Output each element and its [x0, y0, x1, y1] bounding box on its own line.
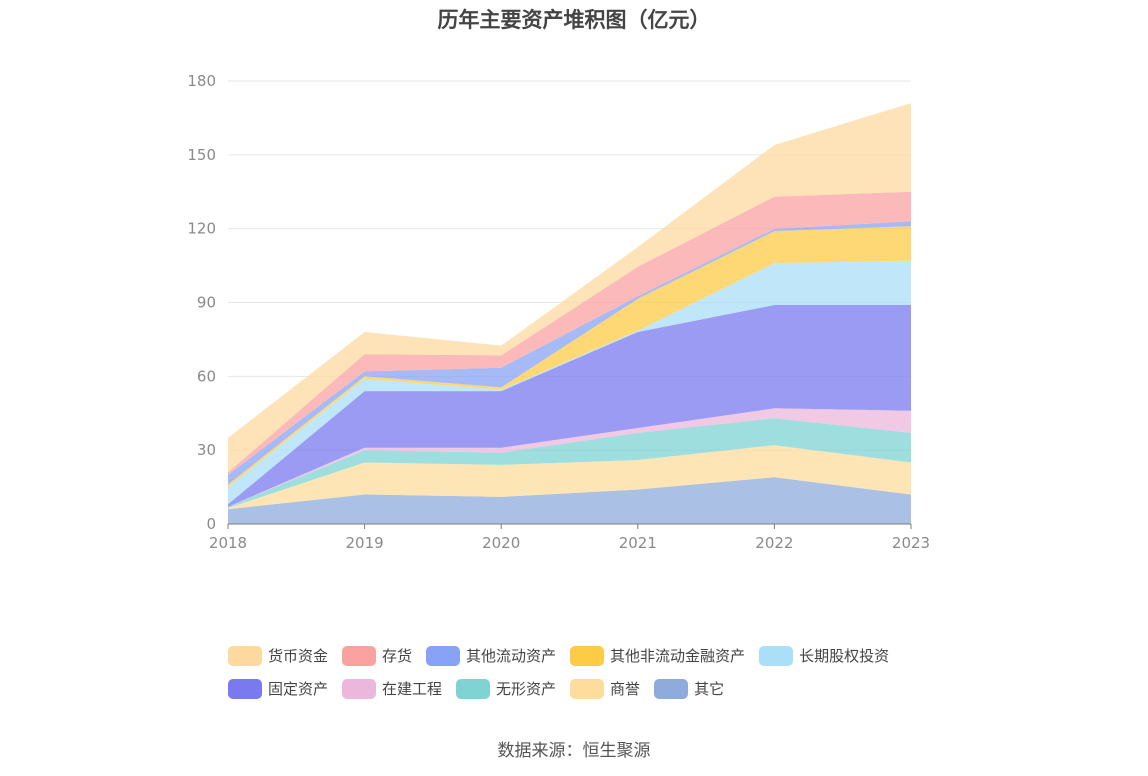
y-tick-label: 120 — [187, 220, 216, 238]
legend-item[interactable]: 存货 — [342, 645, 412, 666]
data-source-note: 数据来源：恒生聚源 — [497, 741, 651, 761]
axes: 0 30 60 90 120 150 180 2018 2019 2020 2021 2022 2023 — [187, 72, 930, 552]
legend-label: 其它 — [694, 680, 725, 698]
legend-item[interactable]: 货币资金 — [228, 645, 328, 666]
legend-label: 商誉 — [610, 680, 641, 698]
area-series-固定资产[interactable] — [228, 305, 911, 507]
chart-title: 历年主要资产堆积图（亿元） — [437, 8, 711, 32]
legend-row: 固定资产 在建工程 无形资产 商誉 其它 — [228, 672, 948, 705]
legend-item[interactable]: 长期股权投资 — [759, 645, 889, 666]
legend: 货币资金 存货 其他流动资产 其他非流动金融资产 长期股权投资固定资产 在建工程 无形资产 商… — [228, 639, 948, 705]
y-tick-label: 180 — [187, 72, 216, 90]
x-tick-label: 2021 — [619, 534, 657, 552]
area-series-长期股权投资[interactable] — [228, 260, 911, 505]
legend-item[interactable]: 其他流动资产 — [426, 645, 556, 666]
legend-label: 货币资金 — [268, 647, 329, 665]
area-series-其他非流动金融资产[interactable] — [228, 226, 911, 488]
legend-swatch — [570, 645, 605, 666]
legend-swatch — [570, 678, 605, 699]
legend-item[interactable]: 其他非流动金融资产 — [570, 645, 745, 666]
y-tick-label: 60 — [197, 367, 216, 385]
legend-label: 固定资产 — [268, 680, 329, 698]
legend-label: 其他非流动金融资产 — [610, 647, 746, 665]
legend-label: 长期股权投资 — [799, 647, 890, 665]
legend-swatch — [759, 645, 794, 666]
area-series-在建工程[interactable] — [228, 408, 911, 507]
legend-swatch — [228, 678, 262, 699]
y-tick-label: 90 — [197, 294, 216, 312]
legend-item[interactable]: 其它 — [654, 678, 724, 699]
legend-swatch — [342, 645, 377, 666]
area-series-存货[interactable] — [228, 191, 911, 475]
area-series-货币资金[interactable] — [228, 103, 911, 473]
x-tick-label: 2019 — [346, 534, 384, 552]
y-tick-label: 30 — [197, 441, 216, 459]
legend-swatch — [654, 678, 689, 699]
legend-swatch — [426, 645, 461, 666]
x-tick-label: 2020 — [482, 534, 520, 552]
x-tick-label: 2023 — [892, 534, 930, 552]
area-series-其它[interactable] — [228, 477, 911, 524]
area-series-商誉[interactable] — [228, 445, 911, 510]
legend-item[interactable]: 固定资产 — [228, 678, 328, 699]
legend-item[interactable]: 无形资产 — [456, 678, 556, 699]
y-tick-label: 150 — [187, 146, 216, 164]
y-tick-label: 0 — [206, 515, 216, 533]
x-tick-label: 2022 — [755, 534, 793, 552]
area-series — [228, 103, 911, 524]
legend-row: 货币资金 存货 其他流动资产 其他非流动金融资产 长期股权投资 — [228, 639, 948, 672]
legend-label: 存货 — [382, 647, 413, 665]
legend-label: 在建工程 — [382, 680, 443, 698]
legend-item[interactable]: 在建工程 — [342, 678, 442, 699]
legend-label: 无形资产 — [496, 680, 557, 698]
area-series-无形资产[interactable] — [228, 418, 911, 508]
legend-swatch — [456, 678, 491, 699]
legend-item[interactable]: 商誉 — [570, 678, 640, 699]
x-tick-label: 2018 — [209, 534, 247, 552]
legend-label: 其他流动资产 — [466, 647, 557, 665]
legend-swatch — [342, 678, 377, 699]
legend-swatch — [228, 645, 262, 666]
